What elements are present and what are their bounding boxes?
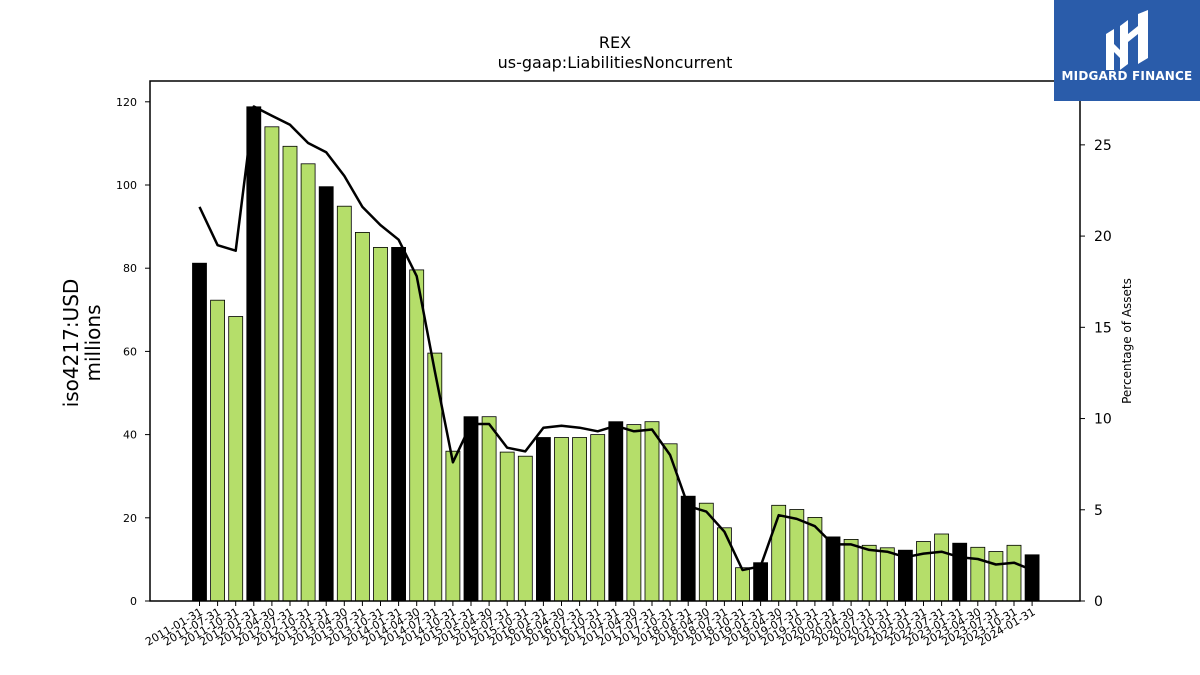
y-tick-label: 80 — [123, 262, 137, 275]
bar — [680, 495, 696, 602]
bar — [861, 544, 877, 602]
right-axis: 0 5 10 15 20 25 — [1080, 138, 1112, 610]
bar — [463, 416, 479, 602]
bar — [228, 316, 244, 602]
bar — [409, 269, 425, 602]
bar — [318, 186, 334, 602]
bar — [210, 299, 226, 602]
bar — [192, 262, 207, 602]
y-tick-label: 0 — [130, 595, 137, 608]
bar — [843, 539, 859, 602]
bar — [499, 451, 515, 602]
bar — [300, 163, 316, 602]
bar — [554, 437, 569, 602]
y2-tick-label: 5 — [1094, 503, 1103, 519]
bar — [590, 434, 606, 602]
brand-name: MIDGARD FINANCE — [1061, 69, 1193, 83]
line-series — [198, 105, 1033, 572]
y-tick-label: 60 — [123, 345, 137, 358]
bar — [246, 106, 262, 602]
y2-tick-label: 15 — [1094, 320, 1112, 336]
y-tick-label: 120 — [116, 96, 137, 109]
bar — [572, 437, 587, 602]
bar — [373, 246, 388, 602]
y2-tick-label: 10 — [1094, 412, 1112, 428]
bar — [1024, 554, 1040, 602]
bar — [608, 421, 624, 602]
x-axis: 2011-01-312011-07-312011-10-312012-01-31… — [143, 601, 1038, 649]
bar — [988, 551, 1004, 602]
y-tick-label: 20 — [123, 512, 137, 525]
bar — [771, 504, 787, 602]
bar — [626, 424, 642, 602]
y2-tick-label: 25 — [1094, 138, 1112, 154]
bar — [916, 541, 931, 602]
bar — [481, 416, 497, 602]
bar — [952, 542, 968, 602]
midgard-logo-icon — [1106, 10, 1148, 70]
left-axis: 0 20 40 60 80 100 120 — [116, 96, 150, 608]
y2-tick-label: 0 — [1094, 594, 1103, 610]
y2-axis-label: Percentage of Assets — [1120, 278, 1134, 404]
bar — [717, 527, 732, 602]
bar — [264, 126, 280, 602]
bar — [391, 246, 407, 602]
bar — [879, 547, 895, 602]
bar — [825, 536, 841, 602]
bar — [336, 205, 352, 602]
bar — [970, 546, 986, 602]
y-axis-label: iso4217:USD millions — [59, 278, 105, 408]
brand-logo: MIDGARD FINANCE — [1054, 0, 1200, 101]
pct-of-assets-line — [198, 105, 1033, 572]
chart-title: REX — [598, 33, 632, 52]
bar — [536, 437, 551, 602]
bar — [789, 509, 805, 602]
y-tick-label: 40 — [123, 429, 137, 442]
bar — [354, 231, 370, 602]
y-tick-label: 100 — [116, 179, 137, 192]
chart-subtitle: us-gaap:LiabilitiesNoncurrent — [497, 53, 733, 72]
bar — [517, 455, 533, 602]
bar — [934, 533, 949, 602]
bar — [644, 421, 660, 602]
bar — [735, 567, 750, 602]
bar — [445, 450, 461, 602]
y2-tick-label: 20 — [1094, 229, 1112, 245]
plot-frame — [149, 80, 1081, 602]
bar — [1006, 544, 1022, 602]
bar — [282, 145, 298, 602]
